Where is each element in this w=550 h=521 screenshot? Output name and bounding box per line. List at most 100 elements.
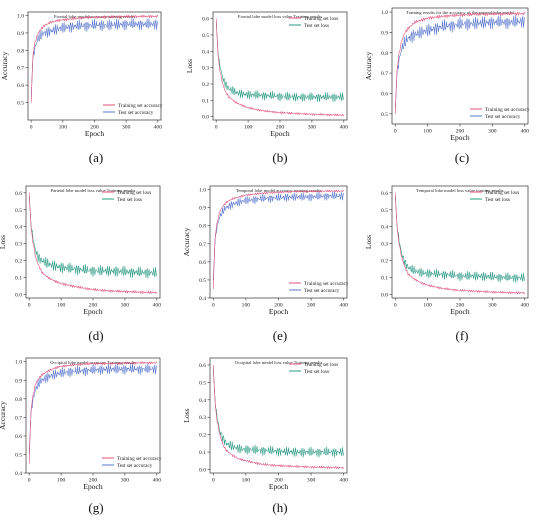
series-line-test — [28, 196, 158, 279]
y-tick-label: 0.5 — [199, 380, 206, 386]
panel-d: (d) Parietal lobe model loss value Train… — [0, 185, 162, 343]
x-tick-label: 200 — [274, 478, 283, 484]
y-tick-label: 0.1 — [199, 450, 206, 456]
chart-title: Frontal lobe model loss value Training r… — [238, 14, 322, 19]
legend-label: Test set loss — [485, 197, 510, 203]
x-tick-label: 0 — [28, 478, 31, 484]
x-tick-label: 400 — [153, 478, 162, 484]
y-tick-label: 0.2 — [381, 259, 388, 265]
y-axis-label: Loss — [0, 235, 7, 249]
y-axis-label: Accuracy — [182, 227, 191, 256]
x-tick-label: 300 — [307, 478, 316, 484]
legend-label: Test set loss — [304, 369, 329, 375]
x-tick-label: 400 — [340, 303, 349, 309]
panel-caption: (a) — [89, 150, 103, 165]
x-tick-label: 400 — [153, 303, 162, 309]
series-line-training — [394, 192, 526, 295]
legend-label: Training set loss — [485, 190, 519, 196]
x-axis-label: Epoch — [83, 307, 102, 316]
panel-caption: (e) — [273, 328, 287, 343]
legend-label: Test set accuracy — [118, 110, 154, 116]
chart-title: Training results for the accuracy of the… — [406, 10, 515, 15]
y-axis-label: Loss — [185, 59, 194, 73]
y-tick-label: 0.6 — [381, 91, 388, 97]
x-tick-label: 200 — [274, 303, 283, 309]
panel-b: (b) Frontal lobe model loss value Traini… — [185, 11, 348, 165]
x-tick-label: 400 — [340, 478, 349, 484]
x-tick-label: 200 — [90, 125, 99, 131]
series-line-training — [28, 361, 158, 464]
x-tick-label: 0 — [30, 125, 33, 131]
y-tick-label: 0.7 — [17, 66, 24, 72]
x-tick-label: 400 — [521, 129, 530, 135]
y-axis-label: Accuracy — [364, 51, 373, 80]
x-tick-label: 400 — [154, 125, 163, 131]
y-tick-label: 0.6 — [199, 363, 206, 369]
y-tick-label: 1.0 — [15, 360, 22, 366]
series-line-training — [215, 18, 345, 117]
chart-title: Occipital lobe model loss value Training… — [235, 360, 323, 365]
panel-c: (c) Training results for the accuracy of… — [364, 7, 530, 165]
y-tick-label: 0.6 — [381, 191, 388, 197]
series-line-test — [394, 14, 526, 110]
panel-g: (g) Occipital lobe model accuracy Traini… — [0, 357, 162, 515]
x-axis-label: Epoch — [85, 129, 104, 138]
y-tick-label: 0.1 — [381, 276, 388, 282]
x-tick-label: 0 — [28, 303, 31, 309]
y-tick-label: 0.8 — [199, 224, 206, 230]
chart-title: Temporal lobe model accuracy training re… — [236, 188, 321, 193]
x-tick-label: 0 — [394, 129, 397, 135]
y-axis-label: Loss — [182, 408, 191, 422]
y-tick-label: 0.8 — [15, 397, 22, 403]
x-tick-label: 200 — [89, 478, 98, 484]
legend-label: Training set accuracy — [304, 281, 349, 287]
legend-label: Test set loss — [117, 197, 142, 203]
x-tick-label: 300 — [307, 303, 316, 309]
x-tick-label: 300 — [308, 125, 317, 131]
y-tick-label: 0.4 — [199, 296, 206, 302]
panel-caption: (f) — [456, 328, 469, 343]
panel-caption: (h) — [272, 500, 287, 515]
x-tick-label: 100 — [242, 478, 251, 484]
series-line-test — [212, 368, 345, 458]
x-tick-label: 100 — [423, 129, 432, 135]
panel-caption: (d) — [88, 328, 103, 343]
series-line-training — [212, 189, 344, 289]
series-line-test — [30, 18, 159, 100]
y-tick-label: 0.5 — [202, 33, 209, 39]
y-tick-label: 0.5 — [381, 208, 388, 214]
y-tick-label: 0.4 — [202, 49, 209, 55]
series-line-test — [28, 363, 158, 455]
legend-label: Test set accuracy — [304, 288, 340, 294]
series-line-test — [212, 191, 345, 280]
y-tick-label: 0.9 — [15, 378, 22, 384]
y-tick-label: 0.3 — [199, 415, 206, 421]
series-line-training — [212, 364, 344, 470]
x-tick-label: 300 — [488, 129, 497, 135]
x-axis-label: Epoch — [269, 482, 288, 491]
x-axis-label: Epoch — [83, 482, 102, 491]
x-tick-label: 200 — [89, 303, 98, 309]
y-tick-label: 0.9 — [199, 206, 206, 212]
y-tick-label: 0.8 — [17, 48, 24, 54]
x-axis-label: Epoch — [450, 133, 469, 142]
x-tick-label: 300 — [122, 125, 131, 131]
x-tick-label: 100 — [57, 478, 66, 484]
panel-h: (h) Occipital lobe model loss value Trai… — [182, 357, 349, 515]
x-tick-label: 100 — [57, 303, 66, 309]
x-axis-label: Epoch — [270, 129, 289, 138]
series-line-test — [394, 196, 526, 283]
y-tick-label: 0.5 — [15, 208, 22, 214]
legend-label: Training set accuracy — [485, 107, 530, 113]
x-tick-label: 100 — [242, 303, 251, 309]
y-tick-label: 0.8 — [381, 51, 388, 57]
panel-a: (a) Frontal lobe model accuracy training… — [0, 11, 163, 165]
x-tick-label: 0 — [212, 478, 215, 484]
y-tick-label: 1.0 — [199, 188, 206, 194]
y-tick-label: 0.3 — [381, 242, 388, 248]
y-tick-label: 0.9 — [17, 31, 24, 37]
y-tick-label: 0.9 — [381, 30, 388, 36]
x-tick-label: 200 — [276, 125, 285, 131]
series-line-training — [28, 192, 158, 294]
